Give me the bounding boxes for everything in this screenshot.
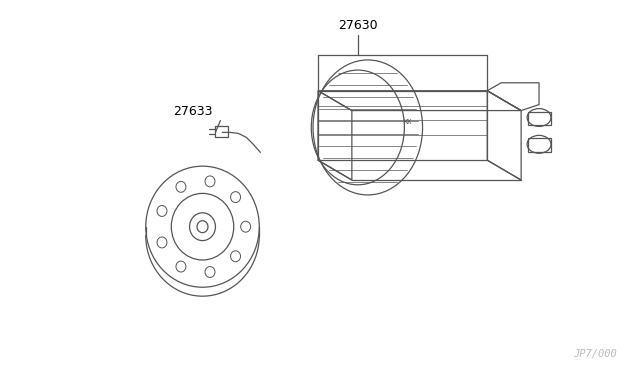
Text: KK: KK: [403, 119, 412, 125]
Text: JP7/000: JP7/000: [573, 349, 617, 359]
Text: 27630: 27630: [338, 19, 378, 32]
Text: 27633: 27633: [173, 105, 212, 118]
